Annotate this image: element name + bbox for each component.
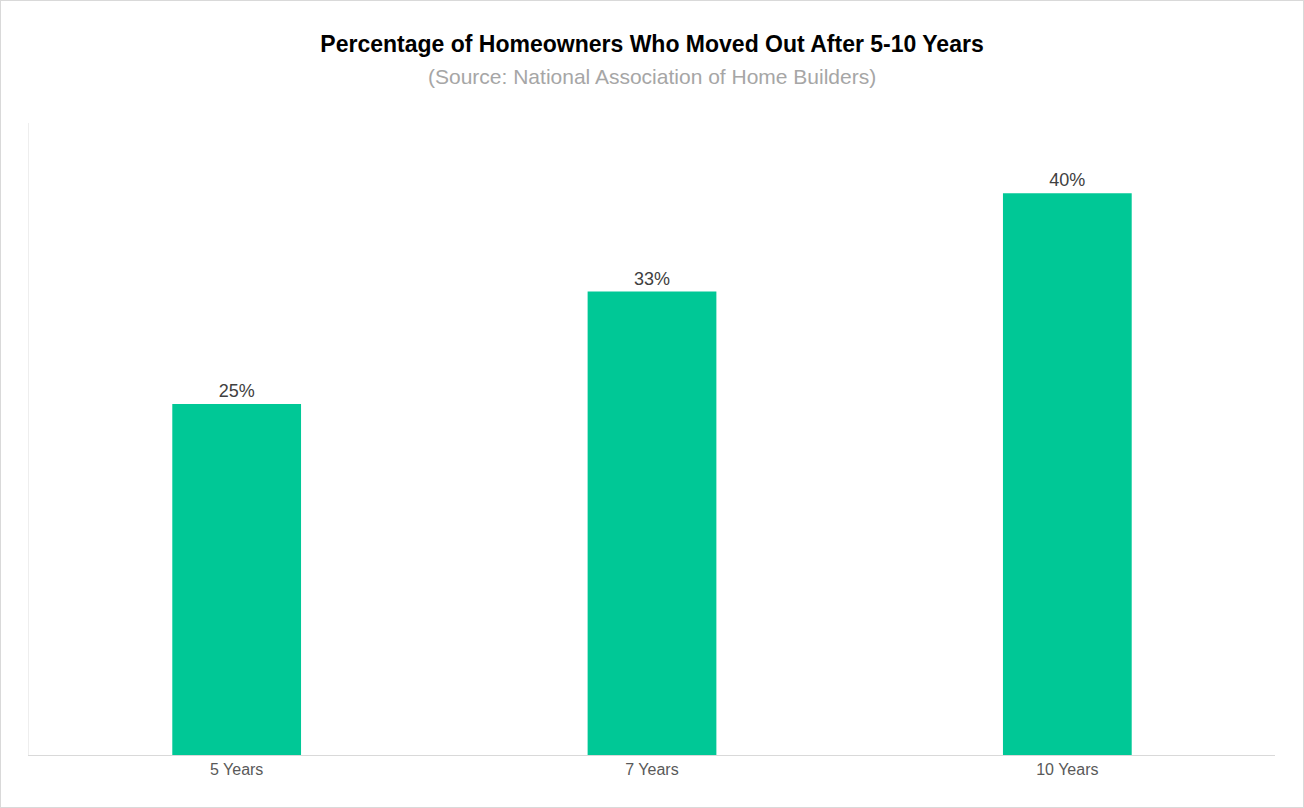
svg-text:10 Years: 10 Years — [1036, 761, 1098, 778]
svg-text:5 Years: 5 Years — [210, 761, 263, 778]
svg-text:33%: 33% — [634, 269, 670, 289]
svg-text:40%: 40% — [1049, 170, 1085, 190]
svg-text:(Source: National Association: (Source: National Association of Home Bu… — [428, 65, 876, 88]
svg-text:Percentage of Homeowners Who M: Percentage of Homeowners Who Moved Out A… — [320, 31, 983, 57]
svg-text:25%: 25% — [219, 381, 255, 401]
svg-text:7 Years: 7 Years — [625, 761, 678, 778]
